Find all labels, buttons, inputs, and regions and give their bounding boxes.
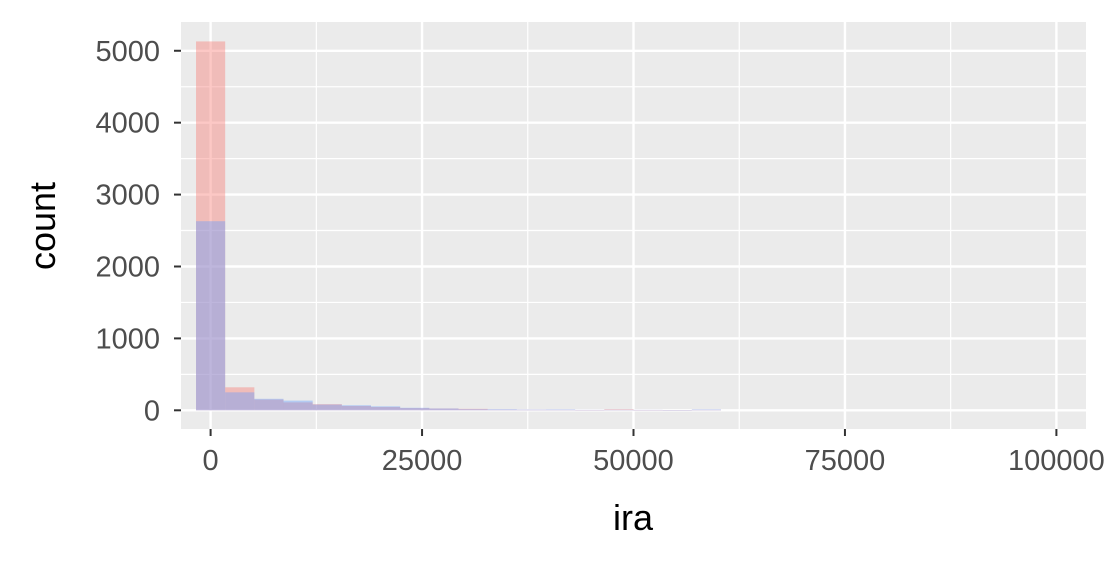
- histogram-bar: [487, 409, 517, 411]
- histogram-bar: [312, 404, 342, 411]
- histogram-bar: [546, 409, 576, 411]
- histogram-bar: [429, 408, 459, 411]
- histogram-bar: [312, 404, 342, 411]
- histogram-bar: [283, 402, 313, 411]
- histogram-bars: [196, 41, 721, 411]
- histogram-bar: [575, 409, 605, 411]
- histogram-bar: [516, 409, 547, 411]
- histogram-bar: [283, 400, 313, 411]
- histogram-bar: [429, 408, 459, 411]
- histogram-bar: [662, 410, 692, 411]
- histogram-bar: [341, 405, 372, 411]
- y-tick-label: 4000: [95, 108, 160, 140]
- x-tick-label: 25000: [382, 445, 463, 477]
- x-tick-label: 75000: [805, 445, 886, 477]
- x-tick-label: 50000: [593, 445, 674, 477]
- y-tick-label: 2000: [95, 251, 160, 283]
- histogram-bar: [633, 409, 663, 411]
- histogram-bar: [371, 407, 401, 411]
- x-tick-label: 0: [203, 445, 219, 477]
- y-tick-label: 1000: [95, 323, 160, 355]
- histogram-bar: [400, 407, 430, 411]
- histogram-bar: [400, 408, 430, 411]
- histogram-bar: [691, 409, 721, 411]
- histogram-bar: [516, 409, 547, 411]
- histogram-bar: [225, 387, 255, 411]
- y-tick-label: 0: [144, 395, 160, 427]
- y-tick-label: 5000: [95, 36, 160, 68]
- histogram-bar: [254, 399, 284, 411]
- y-tick-label: 3000: [95, 180, 160, 212]
- histogram-bar: [604, 409, 634, 411]
- histogram-bar: [196, 41, 226, 411]
- histogram-bar: [691, 409, 721, 411]
- y-axis-title: count: [22, 182, 63, 270]
- histogram-bar: [546, 409, 576, 411]
- histogram-bar: [662, 410, 692, 411]
- histogram-bar: [225, 392, 255, 411]
- histogram-bar: [633, 409, 663, 411]
- y-axis-ticks: 0 1000 2000 3000 4000 5000: [95, 36, 181, 427]
- histogram-bar: [604, 409, 634, 411]
- histogram-bar: [458, 409, 488, 411]
- x-axis-title: ira: [613, 497, 654, 538]
- histogram-bar: [196, 221, 226, 411]
- major-gridlines: [181, 22, 1086, 429]
- histogram-bar: [575, 409, 605, 411]
- x-axis-ticks: 0 25000 50000 75000 100000: [203, 429, 1105, 477]
- histogram-bar: [254, 398, 284, 411]
- x-tick-label: 100000: [1008, 445, 1105, 477]
- histogram-bar: [341, 405, 372, 411]
- histogram-bar: [487, 409, 517, 411]
- histogram-bar: [458, 408, 488, 411]
- histogram-bar: [371, 406, 401, 411]
